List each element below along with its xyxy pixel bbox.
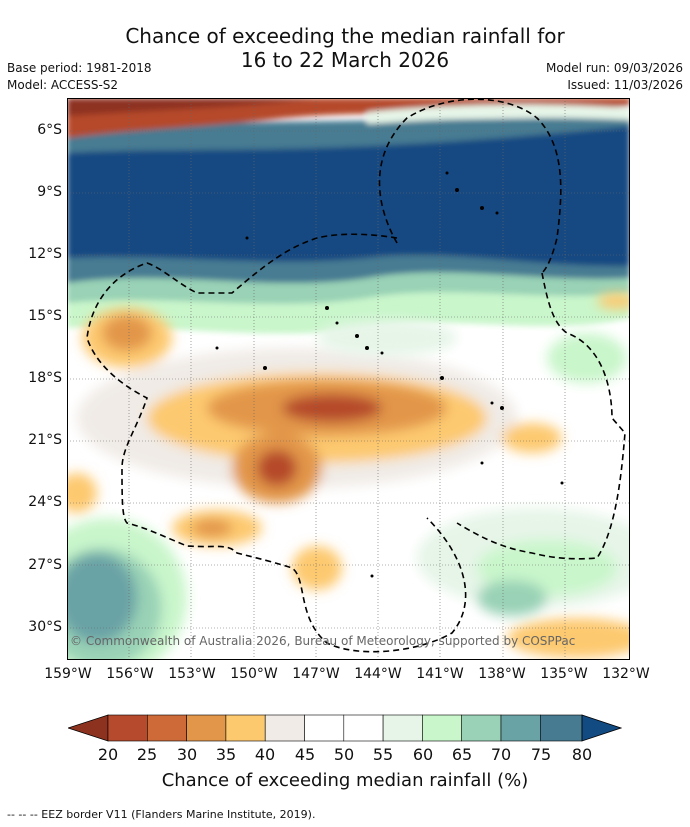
- north-rainfall-band: [67, 98, 630, 334]
- islands: [215, 171, 564, 578]
- dry-orange-2: [102, 315, 152, 351]
- lon-label-150w: 150°W: [230, 666, 278, 682]
- lat-label-24s: 24°S: [28, 494, 62, 510]
- central-dry-zone: [67, 293, 630, 658]
- map-panel: [67, 98, 630, 660]
- colorbar-tick-80: 80: [571, 745, 593, 764]
- colorbar-segment-25-30: [147, 714, 187, 742]
- colorbar-tick-45: 45: [294, 745, 316, 764]
- eez-border-north: [378, 98, 562, 274]
- lat-label-18s: 18°S: [28, 370, 62, 386]
- dry-yellow-4: [502, 423, 562, 453]
- colorbar-segment-50-55: [343, 714, 384, 742]
- wet-teal-2: [67, 553, 137, 643]
- colorbar-segment-40-45: [264, 714, 305, 742]
- title-line-1: Chance of exceeding the median rainfall …: [125, 24, 565, 48]
- colorbar-tick-75: 75: [530, 745, 552, 764]
- colorbar-segment-65-70: [461, 714, 502, 742]
- colorbar-tick-65: 65: [451, 745, 473, 764]
- colorbar-segment-30-35: [186, 714, 227, 742]
- lon-label-132w: 132°W: [602, 666, 650, 682]
- wet-light-4: [317, 320, 457, 356]
- meta-right: Model run: 09/03/2026 Issued: 11/03/2026: [546, 60, 683, 94]
- map-frame: [67, 98, 630, 660]
- colorbar-segment-75-80: [539, 714, 583, 742]
- copyright-notice: © Commonwealth of Australia 2026, Bureau…: [70, 634, 576, 648]
- colorbar-tick-70: 70: [490, 745, 512, 764]
- wet-mid-1: [477, 580, 547, 616]
- colorbar-tick-55: 55: [372, 745, 394, 764]
- issued-date: Issued: 11/03/2026: [567, 78, 683, 92]
- band-light-top: [367, 104, 630, 124]
- colorbar-segment-60-65: [422, 714, 462, 742]
- dry-red-1: [282, 394, 382, 422]
- dry-yellow-7: [67, 473, 97, 513]
- model-run: Model run: 09/03/2026: [545, 61, 683, 75]
- dry-yellow-9: [597, 293, 630, 309]
- colorbar-title: Chance of exceeding median rainfall (%): [161, 770, 529, 791]
- colorbar-arrow-high: [581, 714, 622, 742]
- band-dry-top-edge: [67, 98, 317, 116]
- colorbar-arrow-low: [68, 714, 109, 742]
- lon-label-159w: 159°W: [44, 666, 92, 682]
- lon-label-135w: 135°W: [540, 666, 588, 682]
- lat-label-6s: 6°S: [37, 122, 62, 138]
- lat-label-9s: 9°S: [37, 184, 62, 200]
- colorbar-segment-70-75: [500, 714, 541, 742]
- colorbar-tick-25: 25: [136, 745, 158, 764]
- title: Chance of exceeding the median rainfall …: [0, 24, 690, 72]
- meta-left: Base period: 1981-2018 Model: ACCESS-S2: [7, 60, 152, 94]
- lat-label-15s: 15°S: [28, 308, 62, 324]
- colorbar-segment-20-25: [107, 714, 148, 742]
- lat-label-12s: 12°S: [28, 246, 62, 262]
- map-canvas: [67, 98, 630, 660]
- base-period: Base period: 1981-2018: [7, 61, 152, 75]
- eez-border-west: [86, 233, 467, 653]
- model-name: Model: ACCESS-S2: [7, 78, 119, 92]
- lon-label-153w: 153°W: [168, 666, 216, 682]
- lat-label-30s: 30°S: [28, 619, 62, 635]
- wet-light-3: [547, 333, 627, 383]
- dry-orange-5: [192, 519, 232, 537]
- graticule: [67, 98, 630, 660]
- lon-label-141w: 141°W: [416, 666, 464, 682]
- colorbar-tick-35: 35: [215, 745, 237, 764]
- colorbar-segment-45-50: [304, 714, 345, 742]
- lat-label-21s: 21°S: [28, 432, 62, 448]
- lon-label-138w: 138°W: [478, 666, 526, 682]
- lon-label-156w: 156°W: [106, 666, 154, 682]
- colorbar-segment-55-60: [382, 714, 423, 742]
- colorbar: [68, 714, 622, 742]
- colorbar-segment-35-40: [225, 714, 266, 742]
- south-wet-zone: [67, 320, 630, 660]
- lat-label-27s: 27°S: [28, 557, 62, 573]
- eez-legend-footer: -- -- -- EEZ border V11 (Flanders Marine…: [7, 808, 316, 821]
- colorbar-tick-60: 60: [412, 745, 434, 764]
- dry-yellow-6: [292, 546, 342, 590]
- title-line-2: 16 to 22 March 2026: [240, 48, 450, 72]
- lon-label-147w: 147°W: [292, 666, 340, 682]
- colorbar-tick-20: 20: [97, 745, 119, 764]
- colorbar-tick-30: 30: [176, 745, 198, 764]
- dry-yellow-8: [507, 618, 630, 658]
- band-deep-blue: [67, 126, 630, 267]
- eez-borders: [86, 98, 626, 653]
- eez-border-east: [456, 272, 626, 560]
- dry-red-3: [257, 450, 297, 486]
- lon-label-144w: 144°W: [354, 666, 402, 682]
- colorbar-tick-40: 40: [254, 745, 276, 764]
- colorbar-tick-50: 50: [333, 745, 355, 764]
